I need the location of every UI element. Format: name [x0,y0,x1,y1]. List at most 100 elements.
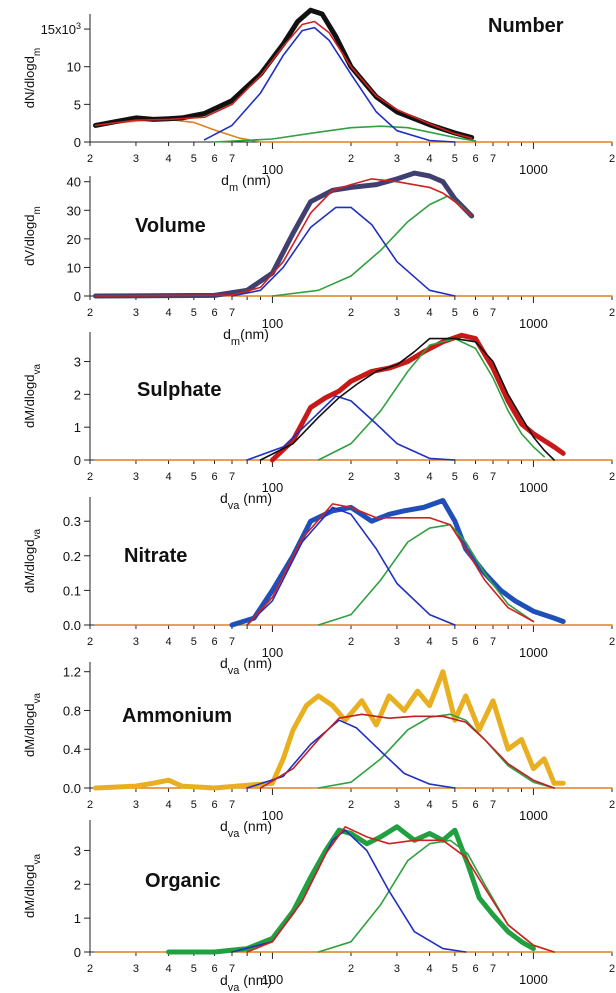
y-tick-label: 20 [67,232,81,247]
series-line-measured [229,498,566,628]
y-tick-label: 0.4 [63,742,81,757]
x-minor-tick-label: 5 [191,963,197,975]
x-minor-tick-label: 3 [394,153,400,165]
x-major-tick-label: 100 [262,808,284,823]
x-major-tick-label: 100 [262,972,284,987]
y-tick-label: 40 [67,175,81,190]
y-tick-label: 0.0 [63,781,81,796]
x-minor-tick-label: 2 [87,636,93,648]
x-minor-tick-label: 6 [211,636,217,648]
x-minor-tick-label: 3 [394,307,400,319]
series-line-mode-1 [246,395,456,461]
x-major-tick-label: 100 [262,162,284,177]
x-minor-tick-label: 4 [427,963,433,975]
x-minor-tick-label: 7 [490,471,496,483]
y-tick-label: 15x103 [41,21,81,37]
x-minor-tick-label: 4 [166,471,172,483]
x-minor-tick-label: 6 [211,471,217,483]
x-minor-tick-label: 4 [427,636,433,648]
y-tick-label: 0 [74,945,81,960]
series-line-fit-total [246,503,535,626]
y-axis-label: dV/dlogdm [22,206,43,266]
x-minor-tick-label: 6 [472,307,478,319]
series-line-fit-total [246,826,555,953]
x-major-tick-label: 1000 [519,808,548,823]
y-tick-label: 3 [74,355,81,370]
x-minor-tick-label: 6 [211,799,217,811]
series-line-mode-2 [317,713,555,789]
y-axis-label: dM/dlogdva [22,854,43,918]
x-minor-tick-label: 2 [348,471,354,483]
x-minor-tick-label: 7 [229,471,235,483]
x-minor-tick-label: 2 [609,307,615,319]
y-tick-label: 0 [74,453,81,468]
series-line-fit-total [94,178,473,297]
series-line-measured [166,824,536,955]
x-minor-tick-label: 5 [191,153,197,165]
series-line-measured [269,332,566,463]
x-minor-tick-label: 2 [348,799,354,811]
x-minor-tick-label: 2 [348,307,354,319]
y-tick-label: 1 [74,911,81,926]
x-minor-tick-label: 7 [490,799,496,811]
x-minor-tick-label: 2 [609,799,615,811]
x-minor-tick-label: 5 [452,153,458,165]
x-minor-tick-label: 2 [348,963,354,975]
x-minor-tick-label: 6 [211,153,217,165]
panel-title: Number [488,15,564,37]
x-minor-tick-label: 2 [348,153,354,165]
series-line-measured [93,170,475,299]
x-minor-tick-label: 4 [166,636,172,648]
x-minor-tick-label: 5 [191,471,197,483]
y-tick-label: 1.2 [63,665,81,680]
x-minor-tick-label: 3 [394,471,400,483]
x-major-tick-label: 1000 [519,316,548,331]
x-minor-tick-label: 7 [229,636,235,648]
panel-title: Nitrate [124,545,187,567]
x-minor-tick-label: 4 [427,153,433,165]
x-minor-tick-label: 4 [166,153,172,165]
y-tick-label: 5 [74,97,81,112]
x-minor-tick-label: 2 [609,153,615,165]
series-line-mode-1 [231,829,467,953]
x-minor-tick-label: 3 [394,799,400,811]
series-line-measured [93,669,566,791]
x-minor-tick-label: 5 [191,636,197,648]
x-major-tick-label: 1000 [519,972,548,987]
x-axis-label: dm (nm) [221,172,271,194]
panel-title: Volume [135,215,206,237]
x-minor-tick-label: 6 [472,799,478,811]
series-line-mode-1 [231,206,456,297]
x-minor-tick-label: 2 [609,636,615,648]
x-minor-tick-label: 3 [133,471,139,483]
x-minor-tick-label: 2 [348,636,354,648]
x-major-tick-label: 1000 [519,645,548,660]
x-axis-label: dva (nm) [220,818,272,840]
x-axis-label: dva (nm) [220,655,272,677]
x-minor-tick-label: 7 [229,307,235,319]
series-line-mode-2 [271,195,473,297]
x-minor-tick-label: 7 [490,153,496,165]
x-minor-tick-label: 5 [452,799,458,811]
y-tick-label: 0 [74,135,81,150]
x-minor-tick-label: 2 [87,307,93,319]
x-minor-tick-label: 6 [472,636,478,648]
x-minor-tick-label: 3 [394,963,400,975]
x-major-tick-label: 100 [262,645,284,660]
x-axis-label: dva (nm) [220,490,272,512]
x-minor-tick-label: 4 [427,307,433,319]
x-minor-tick-label: 4 [166,963,172,975]
series-line-mode-1 [246,719,456,789]
y-tick-label: 1 [74,420,81,435]
x-axis-label: dva (nm) [220,972,272,993]
x-minor-tick-label: 6 [472,963,478,975]
x-minor-tick-label: 7 [490,636,496,648]
x-minor-tick-label: 5 [452,471,458,483]
